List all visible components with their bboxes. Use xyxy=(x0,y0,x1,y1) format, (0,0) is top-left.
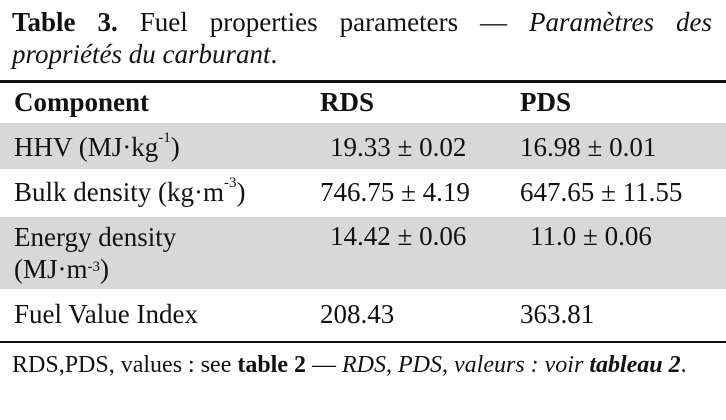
table-bottom-rule xyxy=(0,341,726,343)
fuel-value-index-pds-value: 363.81 xyxy=(520,299,595,329)
caption-label: Table 3. xyxy=(12,7,118,37)
caption-title-en: Fuel properties parameters — xyxy=(117,7,530,37)
caption-title-fr: Paramètres des propriétés du carburant xyxy=(12,7,712,69)
header-component: Component xyxy=(14,87,150,117)
table-top-rule xyxy=(0,80,726,83)
energy-density-rds-value: 14.42 ± 0.06 xyxy=(330,221,467,251)
table-row-fuel-value-index: Fuel Value Index 208.43 363.81 xyxy=(0,289,726,339)
table-caption: Table 3. Fuel properties parameters — Pa… xyxy=(12,6,712,70)
row-label-fuel-value-index: Fuel Value Index xyxy=(14,299,198,329)
fuel-value-index-rds-value: 208.43 xyxy=(320,299,395,329)
bulk-density-pds-value: 647.65 ± 11.55 xyxy=(520,177,683,207)
note-fr-text: RDS, PDS, valeurs : voir xyxy=(342,352,590,378)
fuel-properties-table: Component RDS PDS HHV (MJ·kg-1) 19.33 ± … xyxy=(0,83,726,339)
row-label-hhv: HHV (MJ·kg-1) xyxy=(14,130,180,162)
note-fr-ref: tableau 2 xyxy=(589,352,681,378)
table-row-bulk-density: Bulk density (kg·m-3) 746.75 ± 4.19 647.… xyxy=(0,169,726,217)
note-prefix: RDS,PDS, values : see xyxy=(12,352,238,378)
header-rds: RDS xyxy=(320,87,375,117)
hhv-rds-value: 19.33 ± 0.02 xyxy=(330,132,467,162)
table-header-row: Component RDS PDS xyxy=(0,83,726,123)
table-row-energy-density: Energy density (MJ·m-3) 14.42 ± 0.06 11.0… xyxy=(0,217,726,289)
note-end: . xyxy=(680,352,687,378)
table-footnote: RDS,PDS, values : see table 2 — RDS, PDS… xyxy=(12,350,717,381)
note-dash: — xyxy=(306,352,343,378)
energy-density-pds-value: 11.0 ± 0.06 xyxy=(530,221,652,251)
header-pds: PDS xyxy=(520,87,572,117)
row-label-bulk-density: Bulk density (kg·m-3) xyxy=(14,175,246,207)
caption-end: . xyxy=(270,39,278,69)
bulk-density-rds-value: 746.75 ± 4.19 xyxy=(320,177,470,207)
hhv-pds-value: 16.98 ± 0.01 xyxy=(520,132,657,162)
table-row-hhv: HHV (MJ·kg-1) 19.33 ± 0.02 16.98 ± 0.01 xyxy=(0,123,726,169)
note-ref: table 2 xyxy=(237,352,307,378)
row-label-energy-density: Energy density (MJ·m-3) xyxy=(14,222,177,284)
